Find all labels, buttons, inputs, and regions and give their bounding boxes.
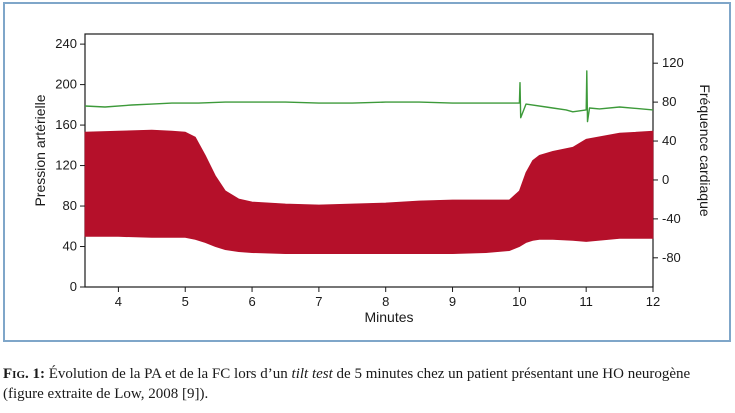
blood-pressure-band <box>84 129 654 255</box>
axes: 4 5 6 7 8 9 10 11 1204080120160200240-80-4004080… <box>55 36 683 309</box>
y-left-tick-label: 40 <box>63 239 77 254</box>
blood-pressure-band-layer <box>84 129 654 255</box>
figure-frame: 4 5 6 7 8 9 10 11 12 0 40 80 120 160 200 240 -80 -40 0 40 80… <box>3 2 731 342</box>
y-left-tick-label: 80 <box>63 198 77 213</box>
figure-caption: Fig. 1: Évolution de la PA et de la FC l… <box>3 364 733 404</box>
y-left-tick-label: 200 <box>55 77 77 92</box>
x-tick-label: 7 <box>315 294 322 309</box>
y-axis-left-label: Pression artérielle <box>32 94 48 206</box>
y-axis-right-label: Fréquence cardiaque <box>697 84 713 217</box>
x-tick-label: 11 <box>579 294 593 309</box>
y-left-tick-label: 240 <box>55 36 77 51</box>
x-axis-label: Minutes <box>364 309 413 325</box>
x-tick-label: 10 <box>512 294 526 309</box>
caption-text-before: Évolution de la PA et de la FC lors d’un <box>45 366 292 382</box>
heart-rate-line <box>84 70 654 123</box>
x-tick-label: 12 <box>646 294 660 309</box>
y-right-tick-label: -80 <box>662 250 681 265</box>
caption-text-after: de 5 minutes chez un patient présentant … <box>3 366 691 402</box>
y-left-tick-label: 160 <box>55 117 77 132</box>
x-tick-label: 9 <box>449 294 456 309</box>
x-tick-label: 6 <box>248 294 255 309</box>
caption-lead: Fig. 1: <box>3 366 45 382</box>
caption-emphasis: tilt test <box>291 366 333 382</box>
y-right-tick-label: 0 <box>662 172 669 187</box>
heart-rate-line-layer <box>84 70 654 123</box>
x-tick-label: 8 <box>382 294 389 309</box>
chart: 4 5 6 7 8 9 10 11 1204080120160200240-80-4004080… <box>32 33 713 325</box>
y-right-tick-label: 120 <box>662 55 684 70</box>
x-tick-label: 4 <box>115 294 122 309</box>
y-right-tick-label: 80 <box>662 94 676 109</box>
y-left-tick-label: 0 <box>70 279 77 294</box>
y-right-tick-label: -40 <box>662 211 681 226</box>
y-left-tick-label: 120 <box>55 158 77 173</box>
y-right-tick-label: 40 <box>662 133 676 148</box>
x-tick-label: 5 <box>182 294 189 309</box>
